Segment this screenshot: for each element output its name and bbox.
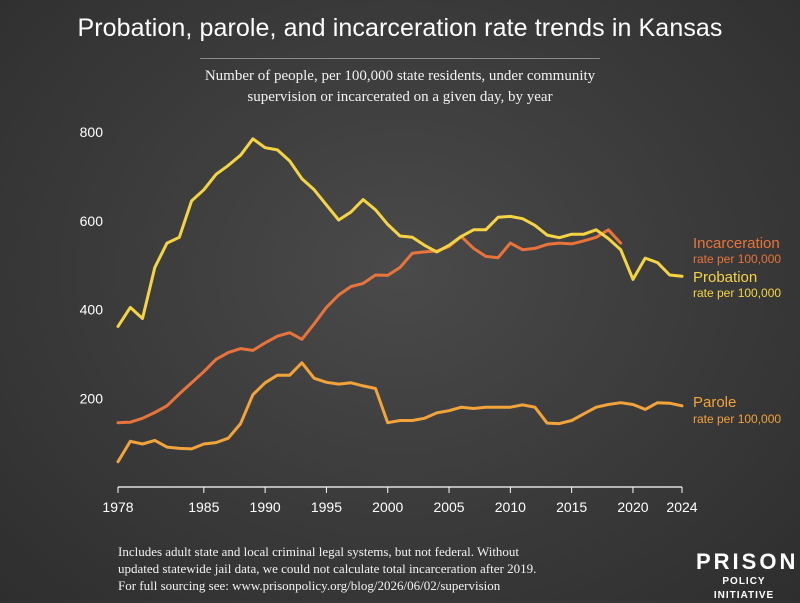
series-sublabel-incarceration: rate per 100,000 <box>693 252 781 266</box>
logo-main-text: PRISON <box>696 549 799 574</box>
chart-lines <box>116 137 684 464</box>
x-tick-label: 2005 <box>433 499 464 515</box>
x-tick-label: 2024 <box>666 499 697 515</box>
x-tick-label: 2000 <box>372 499 403 515</box>
subtitle-line-2: supervision or incarcerated on a given d… <box>247 89 553 105</box>
series-sublabel-probation: rate per 100,000 <box>693 286 781 300</box>
chart-title: Probation, parole, and incarceration rat… <box>77 14 723 42</box>
footnote-line-3: For full sourcing see: www.prisonpolicy.… <box>118 578 501 593</box>
series-label-parole: Parole <box>693 394 736 411</box>
footnote-line-2: updated statewide jail data, we could no… <box>118 561 537 576</box>
y-tick-label: 400 <box>80 302 104 318</box>
footnote: Includes adult state and local criminal … <box>118 543 638 594</box>
x-tick-label: 1990 <box>250 499 281 515</box>
x-tick-label: 1985 <box>188 499 219 515</box>
prison-policy-initiative-logo: PRISON POLICY INITIATIVE <box>696 549 799 603</box>
x-tick-label: 1978 <box>102 499 133 515</box>
subtitle-line-1: Number of people, per 100,000 state resi… <box>204 68 596 84</box>
series-label-probation: Probation <box>693 269 757 286</box>
series-label-incarceration: Incarceration <box>693 235 780 252</box>
x-tick-label: 2015 <box>556 499 587 515</box>
y-tick-label: 600 <box>80 213 104 229</box>
series-sublabel-parole: rate per 100,000 <box>693 412 781 426</box>
series-line-incarceration <box>116 228 623 425</box>
y-tick-label: 800 <box>80 124 104 140</box>
series-line-probation <box>116 137 684 328</box>
title-divider <box>200 58 600 59</box>
logo-sub-text: POLICY INITIATIVE <box>713 576 775 601</box>
footnote-line-1: Includes adult state and local criminal … <box>118 544 520 559</box>
chart-axes: 1978 1985 1990 1995 2000 2005 2010 2015 2020 2024… <box>80 124 698 515</box>
x-tick-label: 1995 <box>311 499 342 515</box>
chart-subtitle: Number of people, per 100,000 state resi… <box>150 66 650 108</box>
y-tick-label: 200 <box>80 390 104 406</box>
x-tick-label: 2020 <box>617 499 648 515</box>
series-line-parole <box>116 361 684 464</box>
x-tick-label: 2010 <box>495 499 526 515</box>
